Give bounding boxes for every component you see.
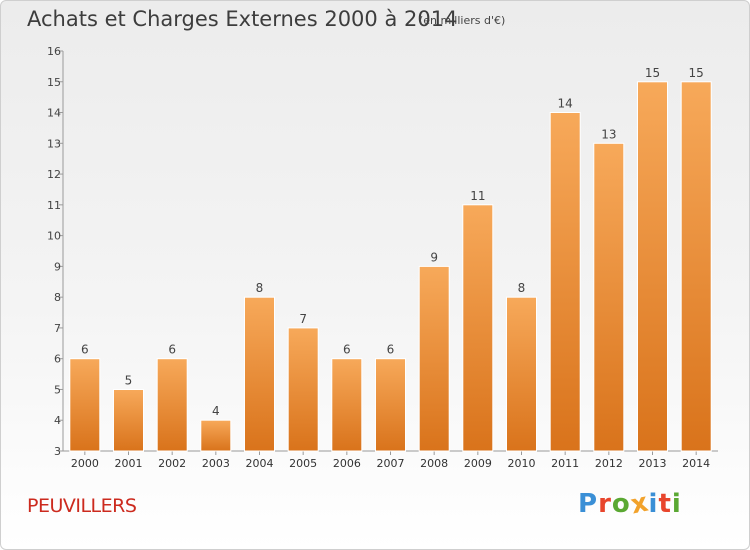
bar-2001 xyxy=(113,389,144,452)
value-label-2008: 9 xyxy=(430,250,438,264)
logo-letter: o xyxy=(611,489,631,519)
y-tick-label: 6 xyxy=(54,353,61,366)
y-tick-label: 11 xyxy=(47,199,61,212)
bar-2003 xyxy=(200,419,232,452)
value-label-2001: 5 xyxy=(125,373,133,387)
y-tick-label: 9 xyxy=(54,260,61,273)
value-label-2014: 15 xyxy=(689,66,704,80)
chart-subtitle: (en milliers d'€) xyxy=(419,14,506,27)
logo-letter: t xyxy=(658,489,672,519)
proxiti-logo: Proxiti xyxy=(578,487,682,520)
x-tick-label-2011: 2011 xyxy=(551,457,579,470)
x-tick-label-2004: 2004 xyxy=(246,457,274,470)
value-label-2010: 8 xyxy=(518,281,526,295)
value-label-2013: 15 xyxy=(645,66,660,80)
value-label-2002: 6 xyxy=(168,343,176,357)
x-tick-label-2010: 2010 xyxy=(508,457,536,470)
value-label-2000: 6 xyxy=(81,343,89,357)
logo-letter: i xyxy=(671,489,682,519)
town-name: PEUVILLERS xyxy=(27,495,137,517)
y-tick-label: 5 xyxy=(54,383,61,396)
logo-letter: P xyxy=(578,489,599,519)
bar-2011 xyxy=(549,112,581,452)
y-tick-label: 8 xyxy=(54,291,61,304)
x-tick-label-2006: 2006 xyxy=(333,457,361,470)
bar-2010 xyxy=(506,296,537,452)
bar-2000 xyxy=(69,358,101,452)
x-tick-label-2002: 2002 xyxy=(158,457,186,470)
bar-2002 xyxy=(156,358,188,452)
value-label-2009: 11 xyxy=(470,189,485,203)
value-label-2005: 7 xyxy=(299,312,307,326)
bar-2013 xyxy=(637,81,668,452)
y-tick-label: 15 xyxy=(47,76,61,89)
labels: 6 2000 5 2001 6 2002 4 2003 8 2004 7 2005 6 2006 6 2007… xyxy=(71,66,710,470)
x-tick-label-2009: 2009 xyxy=(464,457,492,470)
chart-title: Achats et Charges Externes 2000 à 2014 xyxy=(27,7,458,31)
bar-2005 xyxy=(287,327,319,452)
logo-letter: r xyxy=(598,489,612,519)
x-tick-label-2014: 2014 xyxy=(682,457,710,470)
bar-2012 xyxy=(593,142,625,452)
value-label-2012: 13 xyxy=(601,127,616,141)
value-label-2003: 4 xyxy=(212,404,220,418)
x-tick-label-2008: 2008 xyxy=(420,457,448,470)
bars xyxy=(69,81,712,452)
value-label-2004: 8 xyxy=(256,281,264,295)
bar-2006 xyxy=(331,358,363,452)
x-tick-label-2012: 2012 xyxy=(595,457,623,470)
y-tick-label: 4 xyxy=(54,414,61,427)
bar-2007 xyxy=(375,358,406,452)
y-tick-label: 3 xyxy=(54,445,61,458)
x-tick-label-2005: 2005 xyxy=(289,457,317,470)
y-tick-label: 13 xyxy=(47,137,61,150)
x-tick-label-2007: 2007 xyxy=(377,457,405,470)
bar-2014 xyxy=(680,81,712,452)
bar-2004 xyxy=(244,296,275,452)
y-tick-label: 10 xyxy=(47,230,61,243)
bar-2009 xyxy=(462,204,494,452)
y-tick-label: 7 xyxy=(54,322,61,335)
x-tick-label-2000: 2000 xyxy=(71,457,99,470)
x-tick-label-2013: 2013 xyxy=(639,457,667,470)
y-tick-label: 16 xyxy=(47,45,61,58)
bar-2008 xyxy=(418,265,450,452)
y-tick-label: 14 xyxy=(47,107,61,120)
value-label-2011: 14 xyxy=(558,97,573,111)
value-label-2006: 6 xyxy=(343,343,351,357)
x-tick-label-2003: 2003 xyxy=(202,457,230,470)
x-tick-label-2001: 2001 xyxy=(115,457,143,470)
logo-letter: i xyxy=(648,489,659,519)
value-label-2007: 6 xyxy=(387,343,395,357)
y-tick-label: 12 xyxy=(47,168,61,181)
